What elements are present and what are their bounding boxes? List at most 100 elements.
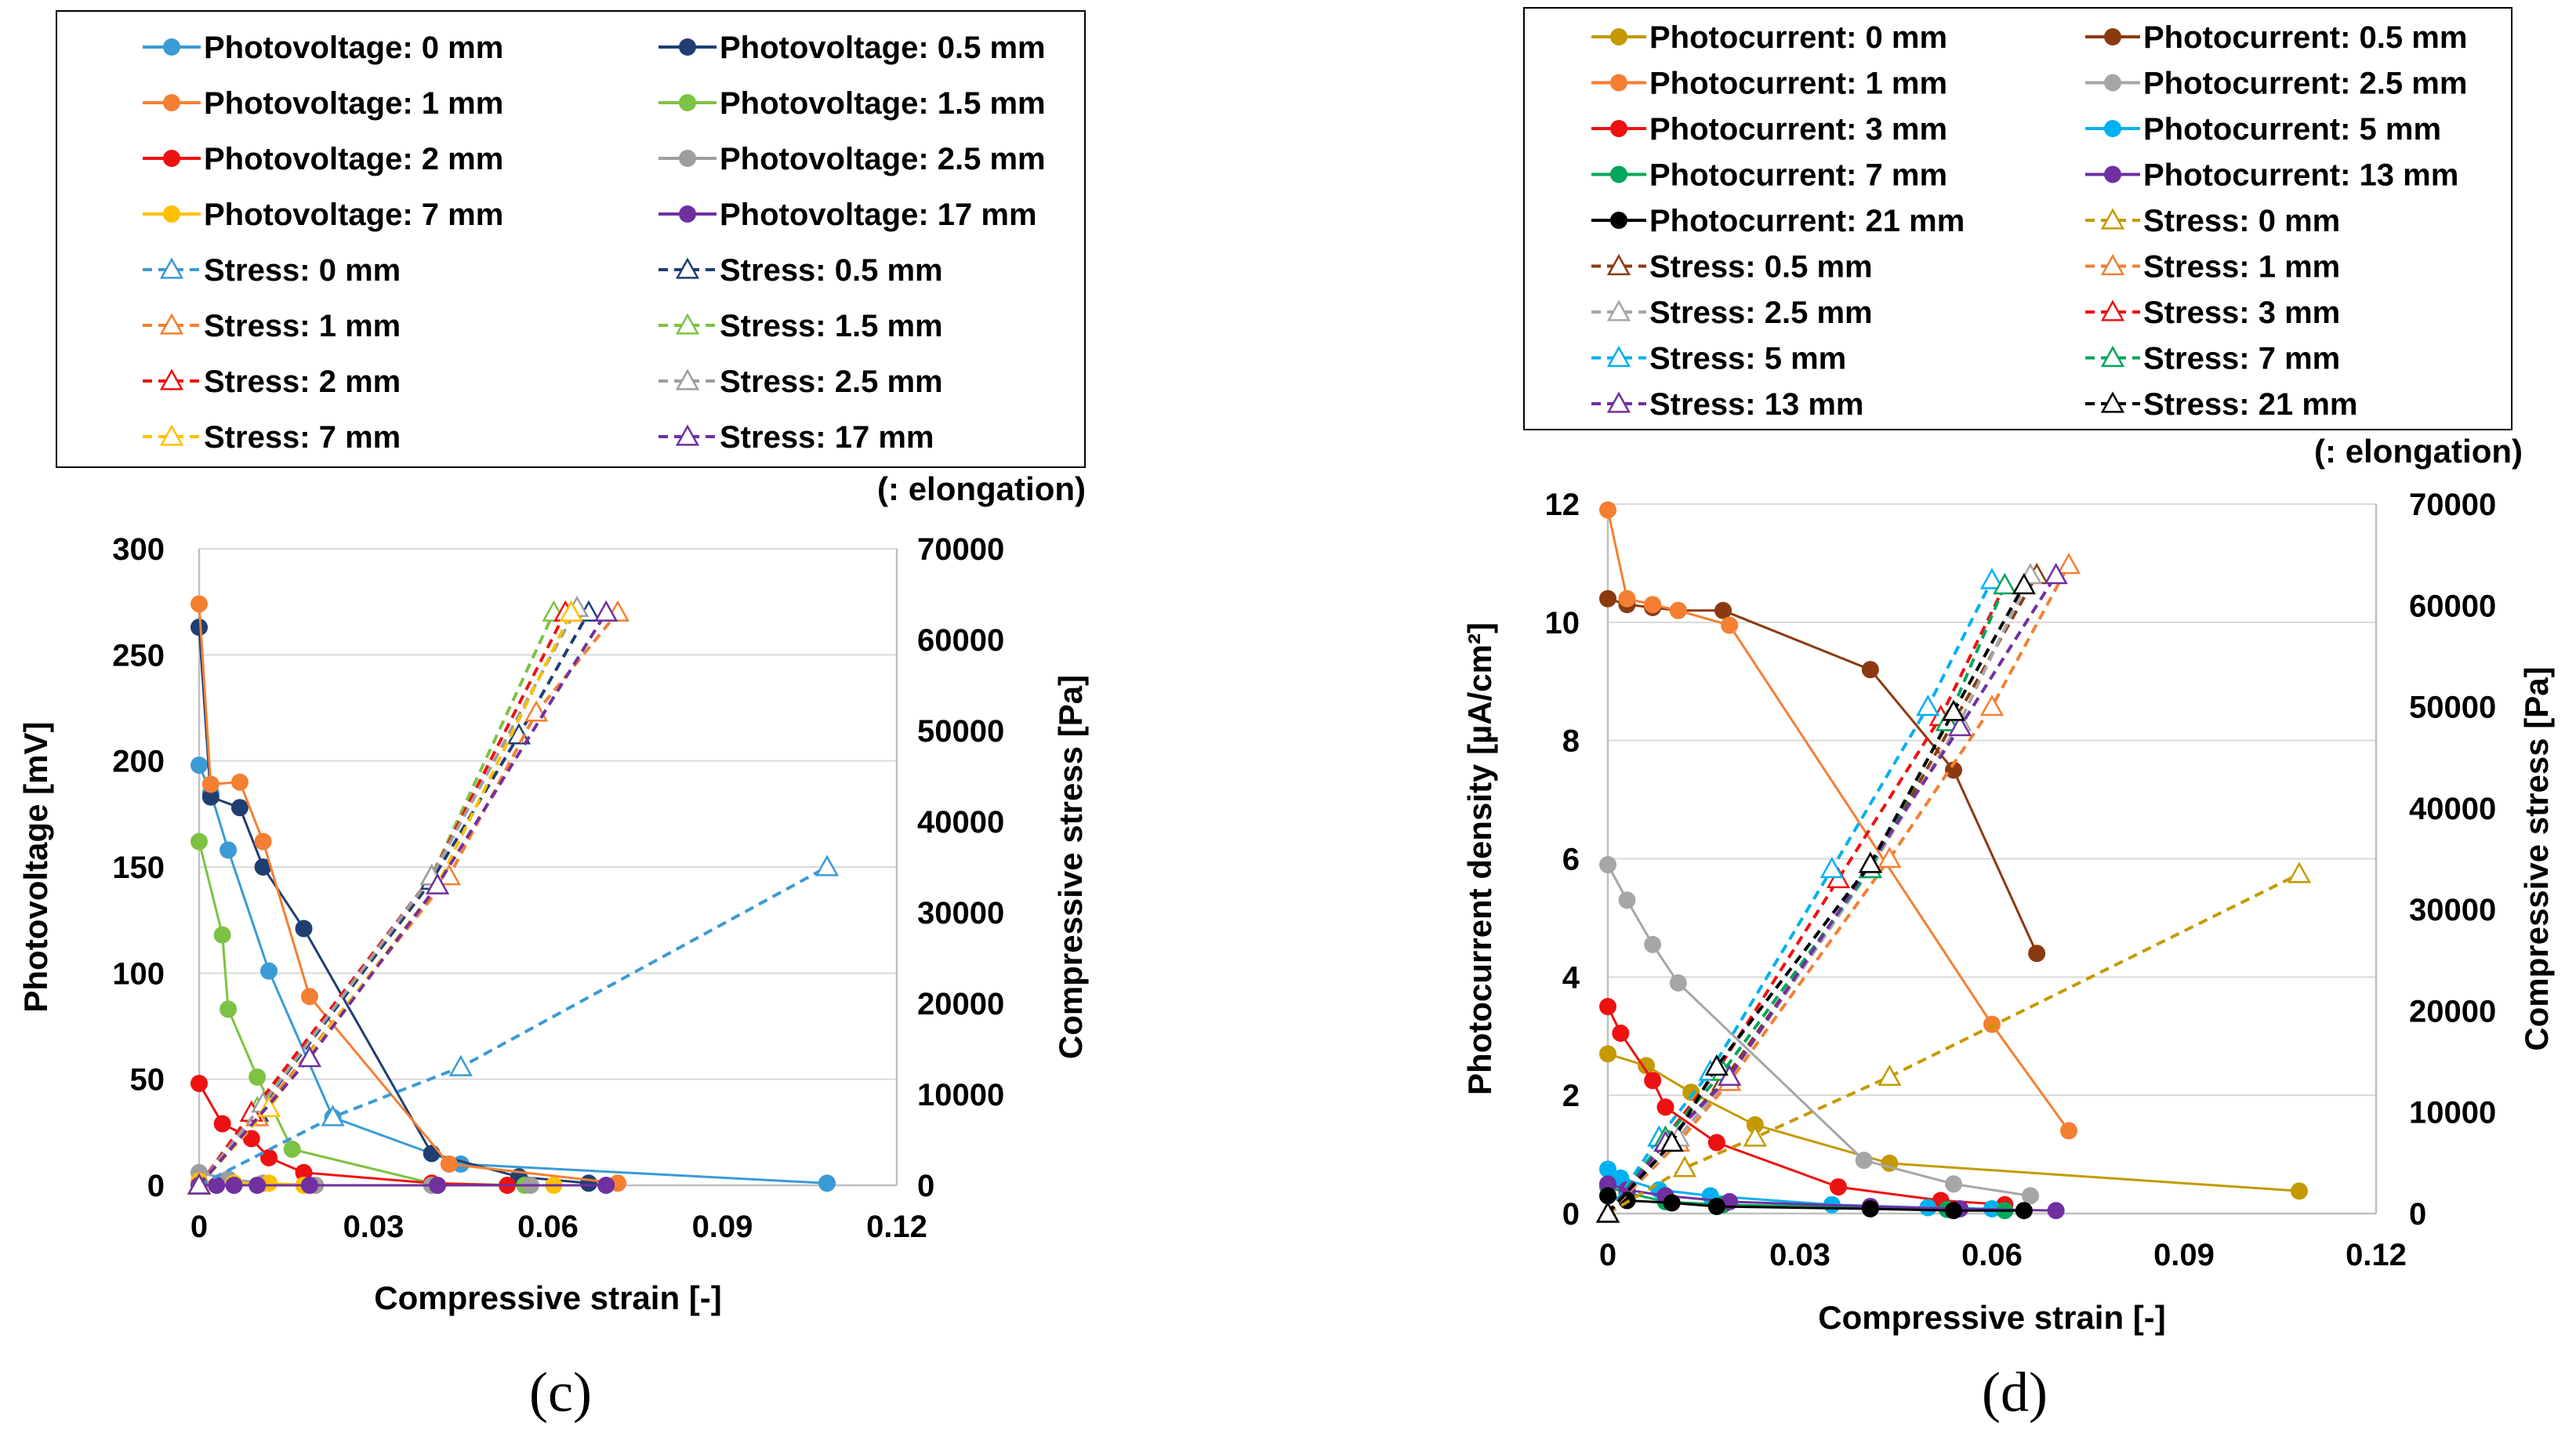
legend-swatch-marker	[159, 368, 184, 390]
data-point	[815, 854, 840, 876]
y2-tick-label: 0	[2409, 1197, 2426, 1232]
y2-tick-label: 60000	[2409, 589, 2496, 623]
data-point	[1704, 1054, 1729, 1076]
legend-swatch-marker	[163, 150, 180, 167]
data-point	[1945, 1202, 1962, 1220]
legend-label: Stress: 17 mm	[720, 420, 934, 455]
legend-item: Photocurrent: 0 mm	[1591, 20, 1947, 55]
y2-tick-label: 50000	[917, 714, 1004, 749]
legend-item: Photovoltage: 2.5 mm	[659, 142, 1046, 176]
x-tick-label: 0.09	[692, 1210, 753, 1244]
data-point	[1599, 1175, 1616, 1193]
legend-swatch-marker	[1606, 253, 1631, 276]
data-point	[2044, 562, 2068, 585]
legend-item: Stress: 1 mm	[143, 309, 401, 343]
data-point	[1878, 846, 1902, 869]
axes-d: 0 0.03 0.06 0.09 0.1202468101201000020000300…	[1461, 433, 2555, 1336]
legend-label: Stress: 0.5 mm	[720, 253, 943, 288]
legend-item: Photocurrent: 0.5 mm	[2085, 20, 2467, 55]
legend-swatch-marker	[159, 313, 184, 335]
data-point	[1945, 761, 1962, 779]
y-tick-label: 4	[1562, 960, 1580, 995]
legend-swatch-marker	[1610, 74, 1627, 92]
legend-label: Stress: 21 mm	[2143, 387, 2357, 422]
series-line	[198, 611, 608, 1187]
legend-swatch-marker	[1606, 391, 1631, 413]
data-point	[1830, 1178, 1847, 1196]
y2-tick-label: 50000	[2409, 691, 2496, 725]
y-tick-label: 100	[112, 956, 165, 991]
elongation-note: (: elongation)	[2314, 433, 2523, 470]
legend-item: Stress: 0.5 mm	[1591, 250, 1873, 285]
legend-item: Stress: 2.5 mm	[1591, 296, 1873, 330]
data-point	[1660, 1130, 1684, 1152]
y-tick-label: 150	[112, 851, 165, 885]
x-tick-label: 0.12	[866, 1210, 927, 1244]
data-point	[2022, 1187, 2039, 1205]
legend-item: Stress: 17 mm	[659, 420, 934, 455]
legend-item: Stress: 0.5 mm	[659, 253, 943, 288]
legend-label: Photocurrent: 13 mm	[2143, 158, 2458, 193]
legend-label: Stress: 1 mm	[2143, 250, 2340, 285]
y2-tick-label: 40000	[2409, 792, 2496, 826]
data-point	[225, 1177, 243, 1194]
legend-label: Stress: 2.5 mm	[1649, 296, 1873, 330]
data-point	[220, 841, 238, 859]
data-point	[1743, 1125, 1767, 1147]
legend-swatch-marker	[675, 257, 700, 279]
data-point	[1638, 1057, 1655, 1075]
y-tick-label: 250	[112, 638, 165, 673]
data-point	[1663, 1194, 1681, 1212]
series	[1599, 1045, 2308, 1200]
legend-label: Stress: 13 mm	[1649, 387, 1863, 422]
legend-label: Photocurrent: 5 mm	[2143, 112, 2441, 147]
panel-d: Photocurrent: 0 mm Photocurrent: 0.5 mm Ph…	[1461, 7, 2555, 1336]
data-point	[1599, 590, 1616, 608]
data-point	[1858, 851, 1882, 873]
data-point	[1820, 856, 1844, 879]
x-tick-label: 0.09	[2153, 1238, 2215, 1272]
legend-swatch-marker	[679, 38, 696, 56]
data-point	[1595, 1201, 1620, 1223]
legend-label: Stress: 2.5 mm	[720, 365, 943, 399]
legend-item: Photovoltage: 17 mm	[659, 198, 1037, 232]
legend-swatch-marker	[2104, 120, 2121, 137]
legend-label: Stress: 3 mm	[2143, 296, 2340, 330]
data-point	[2287, 862, 2312, 883]
data-point	[440, 1155, 458, 1173]
legend-item: Stress: 13 mm	[1591, 387, 1863, 422]
data-point	[429, 1177, 447, 1194]
data-point	[190, 833, 208, 851]
legend-label: Stress: 1 mm	[204, 309, 401, 343]
legend-item: Photovoltage: 1 mm	[143, 86, 503, 121]
legend-label: Stress: 1.5 mm	[720, 309, 943, 343]
y-tick-label: 200	[112, 745, 165, 779]
data-point	[213, 926, 231, 944]
legend-item: Stress: 7 mm	[143, 420, 401, 455]
data-point	[1599, 1160, 1616, 1178]
legend-swatch-marker	[2104, 165, 2121, 183]
legend-swatch-marker	[679, 94, 696, 111]
y2-tick-label: 30000	[917, 896, 1004, 931]
legend-label: Photocurrent: 21 mm	[1649, 204, 1965, 238]
y-axis-title: Photocurrent density [µA/cm²]	[1461, 622, 1498, 1095]
series-line	[198, 611, 568, 1187]
legend-label: Stress: 7 mm	[2143, 342, 2340, 376]
legend-label: Photovoltage: 7 mm	[204, 198, 503, 232]
legend-item: Stress: 0 mm	[2085, 204, 2340, 238]
legend-label: Stress: 0 mm	[2143, 204, 2340, 238]
data-point	[2028, 945, 2046, 963]
data-point	[297, 1046, 322, 1068]
data-point	[1669, 974, 1687, 992]
legend-swatch-marker	[159, 424, 184, 446]
legend-label: Photovoltage: 0.5 mm	[720, 31, 1046, 65]
legend-item: Stress: 21 mm	[2085, 387, 2357, 422]
data-point	[1855, 1152, 1873, 1170]
legend-swatch-marker	[1610, 120, 1627, 137]
y2-tick-label: 60000	[917, 623, 1004, 658]
legend-c: Photovoltage: 0 mm Photovoltage: 0.5 mm Ph…	[56, 10, 1086, 468]
legend-swatch-marker	[1610, 212, 1627, 229]
legend-label: Stress: 7 mm	[204, 420, 401, 455]
panel-c: Photovoltage: 0 mm Photovoltage: 0.5 mm Ph…	[17, 10, 1089, 1316]
